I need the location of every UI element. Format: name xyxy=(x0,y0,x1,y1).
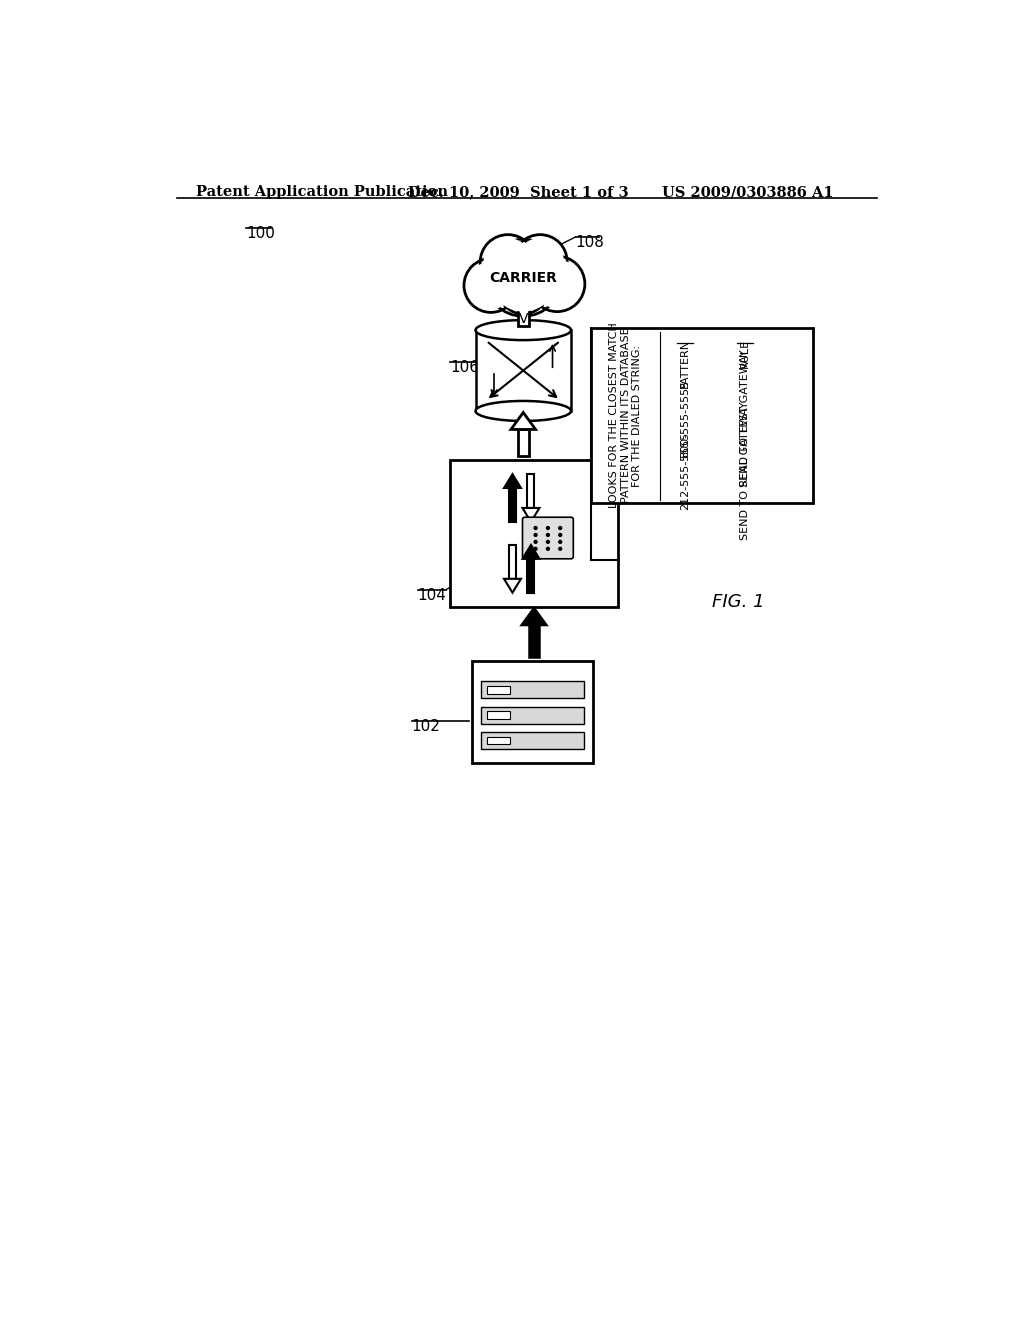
Ellipse shape xyxy=(475,321,571,341)
Bar xyxy=(451,461,617,607)
Circle shape xyxy=(558,525,562,531)
Circle shape xyxy=(499,264,548,314)
Circle shape xyxy=(534,546,538,550)
Circle shape xyxy=(532,260,582,309)
Text: CARRIER: CARRIER xyxy=(489,271,557,285)
Circle shape xyxy=(546,525,550,531)
Polygon shape xyxy=(522,545,540,558)
Circle shape xyxy=(513,235,567,289)
Circle shape xyxy=(546,546,550,550)
Polygon shape xyxy=(511,412,536,429)
Circle shape xyxy=(529,256,585,312)
Bar xyxy=(475,330,571,411)
Polygon shape xyxy=(509,488,516,521)
Polygon shape xyxy=(528,626,540,657)
Text: 212-555-5555: 212-555-5555 xyxy=(680,432,690,510)
Polygon shape xyxy=(518,429,528,457)
Text: PATTERN: PATTERN xyxy=(680,339,690,388)
Bar xyxy=(481,681,584,698)
Circle shape xyxy=(467,261,515,309)
Text: RULE: RULE xyxy=(740,339,750,368)
Text: V: V xyxy=(518,312,528,326)
Circle shape xyxy=(502,268,545,312)
Text: US 2009/0303886 A1: US 2009/0303886 A1 xyxy=(662,185,834,199)
Polygon shape xyxy=(527,558,535,593)
Circle shape xyxy=(516,238,564,285)
Text: SEND TO TEST GATEWAY: SEND TO TEST GATEWAY xyxy=(740,350,750,487)
Circle shape xyxy=(534,525,538,531)
Circle shape xyxy=(484,239,562,317)
Polygon shape xyxy=(511,288,536,306)
Circle shape xyxy=(534,540,538,544)
Text: 800-555-5555: 800-555-5555 xyxy=(680,380,690,458)
Polygon shape xyxy=(521,609,547,626)
Bar xyxy=(481,733,584,748)
Circle shape xyxy=(480,235,536,290)
Circle shape xyxy=(546,533,550,537)
Bar xyxy=(591,327,813,503)
Text: SEND TO REAL GATEWAY: SEND TO REAL GATEWAY xyxy=(740,401,750,540)
Text: Patent Application Publication: Patent Application Publication xyxy=(196,185,449,199)
Text: Dec. 10, 2009  Sheet 1 of 3: Dec. 10, 2009 Sheet 1 of 3 xyxy=(408,185,629,199)
Text: 102: 102 xyxy=(412,719,440,734)
Circle shape xyxy=(534,533,538,537)
Polygon shape xyxy=(518,306,528,326)
Polygon shape xyxy=(509,545,516,579)
FancyBboxPatch shape xyxy=(522,517,573,558)
Circle shape xyxy=(558,546,562,550)
Text: 108: 108 xyxy=(575,235,604,251)
Polygon shape xyxy=(522,508,540,521)
Polygon shape xyxy=(504,579,521,593)
Polygon shape xyxy=(504,474,521,488)
Bar xyxy=(487,711,510,719)
Circle shape xyxy=(489,244,557,312)
Text: LOOKS FOR THE CLOSEST MATCH
PATTERN WITHIN ITS DATABASE
FOR THE DIALED STRING:: LOOKS FOR THE CLOSEST MATCH PATTERN WITH… xyxy=(609,322,642,508)
Circle shape xyxy=(464,259,518,313)
Bar xyxy=(481,706,584,723)
Circle shape xyxy=(483,238,532,286)
Circle shape xyxy=(558,533,562,537)
Bar xyxy=(472,661,593,763)
Circle shape xyxy=(546,540,550,544)
Ellipse shape xyxy=(475,401,571,421)
Text: 100: 100 xyxy=(246,226,274,242)
Bar xyxy=(487,737,510,744)
Text: 106: 106 xyxy=(451,360,479,375)
Circle shape xyxy=(558,540,562,544)
Text: FIG. 1: FIG. 1 xyxy=(712,594,765,611)
Polygon shape xyxy=(527,474,535,508)
Text: 104: 104 xyxy=(418,589,446,603)
Bar xyxy=(487,686,510,693)
